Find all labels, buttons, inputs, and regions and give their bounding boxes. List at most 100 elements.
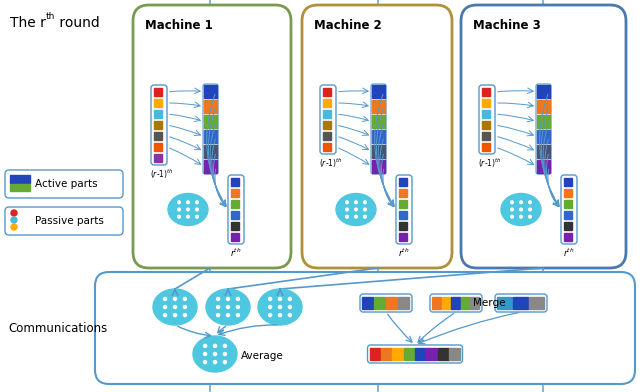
Circle shape (11, 224, 17, 230)
Circle shape (269, 305, 271, 309)
Text: $r^{th}$: $r^{th}$ (230, 247, 242, 260)
Circle shape (196, 201, 198, 204)
Bar (564, 189, 572, 197)
Bar (399, 222, 407, 230)
Bar (372, 85, 385, 98)
Bar (482, 143, 490, 151)
Bar (404, 348, 415, 360)
Circle shape (236, 305, 239, 309)
Bar (154, 143, 162, 151)
Bar (399, 211, 407, 219)
Bar (399, 189, 407, 197)
Circle shape (223, 361, 227, 364)
Bar (432, 297, 440, 309)
Bar (323, 88, 331, 96)
Circle shape (187, 215, 189, 218)
Bar (231, 233, 239, 241)
Text: $r^{th}$: $r^{th}$ (563, 247, 575, 260)
Text: round: round (55, 16, 100, 30)
Bar (154, 110, 162, 118)
Bar (564, 233, 572, 241)
Bar (323, 143, 331, 151)
Ellipse shape (153, 289, 197, 325)
Bar (323, 110, 331, 118)
Bar (231, 200, 239, 208)
Circle shape (511, 201, 513, 204)
Text: Machine 3: Machine 3 (473, 19, 541, 32)
Ellipse shape (336, 194, 376, 225)
Circle shape (278, 305, 282, 309)
Circle shape (511, 215, 513, 218)
Bar (154, 132, 162, 140)
Circle shape (355, 215, 357, 218)
Circle shape (269, 298, 271, 300)
Bar (399, 178, 407, 186)
Circle shape (364, 215, 366, 218)
Bar (204, 130, 217, 143)
Bar (461, 297, 469, 309)
Bar (372, 115, 385, 128)
Circle shape (227, 305, 230, 309)
Bar (426, 348, 437, 360)
Circle shape (278, 298, 282, 300)
Circle shape (178, 201, 180, 204)
FancyBboxPatch shape (133, 5, 291, 268)
FancyBboxPatch shape (367, 345, 463, 363)
Circle shape (214, 361, 216, 364)
Circle shape (364, 201, 366, 204)
Circle shape (164, 314, 166, 317)
Circle shape (346, 215, 348, 218)
Bar (482, 99, 490, 107)
Bar (154, 154, 162, 162)
FancyBboxPatch shape (430, 294, 482, 312)
Bar (204, 115, 217, 128)
Bar (537, 115, 550, 128)
Bar (10, 175, 30, 183)
Bar (564, 200, 572, 208)
FancyBboxPatch shape (561, 175, 577, 244)
Circle shape (184, 305, 186, 309)
Bar (323, 121, 331, 129)
Bar (529, 297, 544, 309)
Bar (374, 297, 385, 309)
Bar (497, 297, 512, 309)
Ellipse shape (501, 194, 541, 225)
Bar (204, 160, 217, 173)
Circle shape (364, 208, 366, 211)
Circle shape (11, 210, 17, 216)
Text: $(r$-$1)^{th}$: $(r$-$1)^{th}$ (150, 168, 174, 181)
Bar (372, 145, 385, 158)
Circle shape (164, 298, 166, 300)
Circle shape (216, 298, 220, 300)
Text: Communications: Communications (8, 321, 108, 334)
Text: $(r$-$1)^{th}$: $(r$-$1)^{th}$ (319, 157, 343, 171)
FancyBboxPatch shape (396, 175, 412, 244)
Circle shape (355, 208, 357, 211)
Bar (537, 100, 550, 113)
Ellipse shape (206, 289, 250, 325)
Ellipse shape (168, 194, 208, 225)
Bar (482, 132, 490, 140)
Bar (399, 200, 407, 208)
Circle shape (227, 298, 230, 300)
Text: Active parts: Active parts (35, 179, 98, 189)
Bar (482, 121, 490, 129)
Bar (392, 348, 403, 360)
Bar (399, 233, 407, 241)
Bar (564, 211, 572, 219)
Circle shape (204, 344, 207, 347)
FancyBboxPatch shape (95, 272, 635, 384)
Circle shape (520, 208, 522, 211)
Bar (537, 85, 550, 98)
Circle shape (236, 314, 239, 317)
Circle shape (173, 298, 177, 300)
Text: $r^{th}$: $r^{th}$ (398, 247, 410, 260)
Bar (362, 297, 373, 309)
Circle shape (164, 305, 166, 309)
Circle shape (187, 208, 189, 211)
Bar (369, 348, 380, 360)
Text: $(r$-$1)^{th}$: $(r$-$1)^{th}$ (478, 157, 502, 171)
Bar (415, 348, 426, 360)
Bar (154, 88, 162, 96)
Circle shape (184, 314, 186, 317)
